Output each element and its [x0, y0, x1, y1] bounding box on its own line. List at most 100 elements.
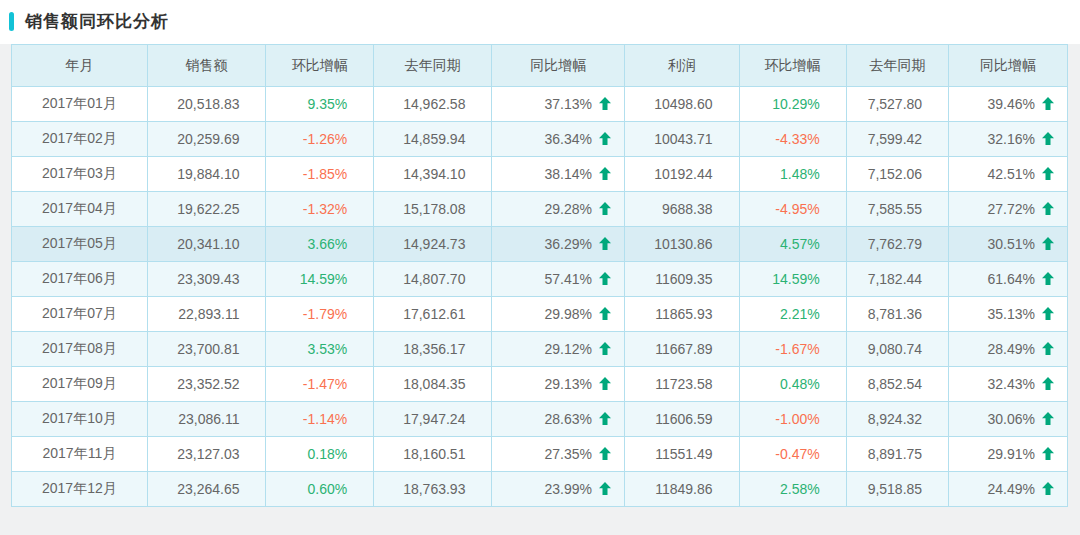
cell-sales-lastyear: 14,859.94 [374, 122, 492, 157]
table-container: 年月 销售额 环比增幅 去年同期 同比增幅 利润 环比增幅 去年同期 同比增幅 … [11, 44, 1068, 507]
table-row[interactable]: 2017年11月23,127.030.18%18,160.5127.35%115… [12, 437, 1068, 472]
yoy-value: 28.63% [544, 412, 591, 428]
yoy-value: 27.72% [988, 202, 1035, 218]
cell-profit-mom: -4.95% [739, 192, 846, 227]
cell-month: 2017年03月 [12, 157, 148, 192]
table-row[interactable]: 2017年05月20,341.103.66%14,924.7336.29%101… [12, 227, 1068, 262]
yoy-value: 24.49% [988, 482, 1035, 498]
cell-profit-mom: -1.67% [739, 332, 846, 367]
table-row[interactable]: 2017年09月23,352.52-1.47%18,084.35 29.13% 11… [12, 367, 1068, 402]
cell-sales-mom: -1.26% [266, 122, 374, 157]
cell-profit-mom: 1.48% [739, 157, 846, 192]
cell-sales-mom: 3.66% [266, 227, 374, 262]
cell-sales-lastyear: 18,356.17 [374, 332, 492, 367]
cell-sales-yoy: 29.98% [492, 297, 625, 332]
table-row[interactable]: 2017年12月23,264.650.60%18,763.9323.99%118… [12, 472, 1068, 507]
table-row[interactable]: 2017年03月19,884.10-1.85%14,394.1038.14%10… [12, 157, 1068, 192]
cell-sales: 23,352.52 [147, 367, 266, 402]
yoy-value: 61.64% [988, 272, 1035, 288]
cell-profit-mom: -1.00% [739, 402, 846, 437]
cell-sales-lastyear: 17,947.24 [374, 402, 492, 437]
up-arrow-icon [1042, 482, 1054, 495]
table-row[interactable]: 2017年10月23,086.11-1.14%17,947.2428.63%11… [12, 402, 1068, 437]
table-row[interactable]: 2017年02月20,259.69-1.26%14,859.9436.34%10… [12, 122, 1068, 157]
yoy-value: 39.46% [988, 97, 1035, 113]
cell-profit-yoy: 42.51% [949, 157, 1068, 192]
cell-profit-yoy: 39.46% [949, 87, 1068, 122]
cell-profit: 11723.58 [624, 367, 739, 402]
cell-sales-yoy: 29.13% [492, 367, 625, 402]
cell-sales-lastyear: 17,612.61 [374, 297, 492, 332]
up-arrow-icon [599, 447, 611, 460]
header-sales-yoy: 同比增幅 [492, 45, 625, 87]
table-row[interactable]: 2017年04月19,622.25-1.32%15,178.0829.28%96… [12, 192, 1068, 227]
cell-profit-lastyear: 7,152.06 [846, 157, 948, 192]
cell-profit-mom: 2.21% [739, 297, 846, 332]
cell-profit: 11606.59 [624, 402, 739, 437]
cell-sales-lastyear: 14,924.73 [374, 227, 492, 262]
up-arrow-icon [599, 482, 611, 495]
yoy-value: 29.98% [544, 307, 591, 323]
up-arrow-icon [599, 202, 611, 215]
cell-sales-lastyear: 18,763.93 [374, 472, 492, 507]
cell-profit-yoy: 27.72% [949, 192, 1068, 227]
up-arrow-icon [599, 377, 611, 390]
cell-sales: 19,622.25 [147, 192, 266, 227]
cell-profit-lastyear: 7,599.42 [846, 122, 948, 157]
cell-sales-mom: 3.53% [266, 332, 374, 367]
up-arrow-icon [1042, 167, 1054, 180]
cell-sales-yoy: 38.14% [492, 157, 625, 192]
up-arrow-icon [1042, 132, 1054, 145]
cell-month: 2017年09月 [12, 367, 148, 402]
up-arrow-icon [1042, 237, 1054, 250]
cell-profit-mom: 10.29% [739, 87, 846, 122]
cell-month: 2017年11月 [12, 437, 148, 472]
cell-sales-mom: 9.35% [266, 87, 374, 122]
cell-profit: 11551.49 [624, 437, 739, 472]
yoy-value: 29.13% [544, 377, 591, 393]
cell-sales-yoy: 36.29% [492, 227, 625, 262]
cell-profit-yoy: 30.51% [949, 227, 1068, 262]
cell-sales: 20,259.69 [147, 122, 266, 157]
cell-sales-mom: -1.47% [266, 367, 374, 402]
cell-profit-mom: 14.59% [739, 262, 846, 297]
cell-profit-yoy: 24.49% [949, 472, 1068, 507]
up-arrow-icon [599, 132, 611, 145]
cell-profit-lastyear: 8,781.36 [846, 297, 948, 332]
cell-profit-mom: 4.57% [739, 227, 846, 262]
cell-sales-yoy: 27.35% [492, 437, 625, 472]
up-arrow-icon [599, 412, 611, 425]
cell-month: 2017年10月 [12, 402, 148, 437]
page-title: 销售额同环比分析 [25, 10, 169, 33]
table-row[interactable]: 2017年06月23,309.4314.59%14,807.7057.41%11… [12, 262, 1068, 297]
yoy-value: 30.51% [988, 237, 1035, 253]
table-row[interactable]: 2017年08月23,700.813.53%18,356.1729.12%116… [12, 332, 1068, 367]
table-body: 2017年01月20,518.839.35%14,962.5837.13%104… [12, 87, 1068, 507]
cell-sales-mom: 0.18% [266, 437, 374, 472]
cell-sales-mom: 14.59% [266, 262, 374, 297]
cell-profit: 10130.86 [624, 227, 739, 262]
cell-sales-yoy: 28.63% [492, 402, 625, 437]
table-row[interactable]: 2017年01月20,518.839.35%14,962.5837.13%104… [12, 87, 1068, 122]
cell-month: 2017年06月 [12, 262, 148, 297]
cell-sales-lastyear: 18,084.35 [374, 367, 492, 402]
cell-profit: 10043.71 [624, 122, 739, 157]
cell-profit-yoy: 30.06% [949, 402, 1068, 437]
cell-profit-lastyear: 8,852.54 [846, 367, 948, 402]
up-arrow-icon [599, 97, 611, 110]
cell-profit: 11865.93 [624, 297, 739, 332]
yoy-value: 32.16% [988, 132, 1035, 148]
up-arrow-icon [1042, 97, 1054, 110]
table-row[interactable]: 2017年07月22,893.11-1.79%17,612.6129.98%11… [12, 297, 1068, 332]
cell-sales-mom: -1.85% [266, 157, 374, 192]
cell-sales-yoy: 57.41% [492, 262, 625, 297]
cell-profit-lastyear: 7,182.44 [846, 262, 948, 297]
section-header: 销售额同环比分析 [0, 0, 1080, 42]
header-profit-lastyear: 去年同期 [846, 45, 948, 87]
cell-sales: 23,700.81 [147, 332, 266, 367]
up-arrow-icon [1042, 447, 1054, 460]
yoy-value: 38.14% [544, 167, 591, 183]
cell-sales-lastyear: 14,394.10 [374, 157, 492, 192]
table-header: 年月 销售额 环比增幅 去年同期 同比增幅 利润 环比增幅 去年同期 同比增幅 [12, 45, 1068, 87]
title-accent-bar [9, 12, 14, 31]
